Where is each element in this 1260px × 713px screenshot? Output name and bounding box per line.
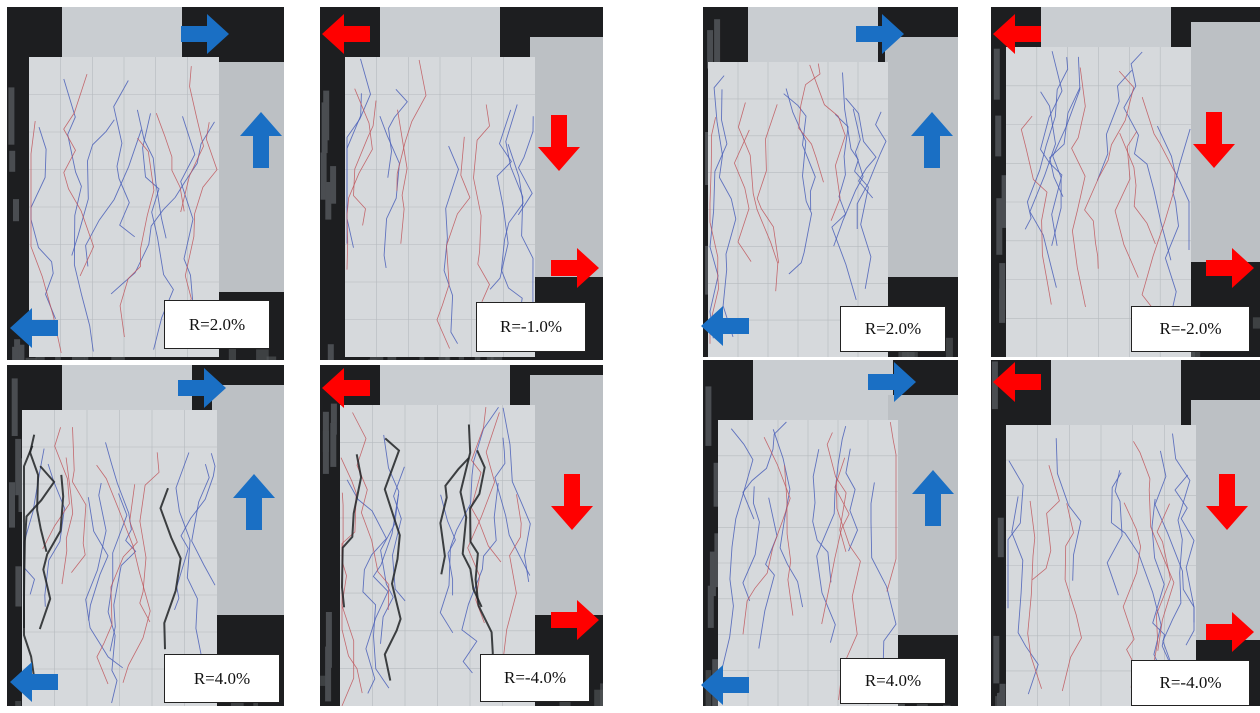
blue-left-arrow-icon [701, 306, 749, 346]
blue-left-arrow-icon [10, 308, 58, 348]
specimen-b-photo-2 [991, 7, 1260, 357]
photo-scene [7, 365, 284, 706]
photo-scene [703, 360, 958, 706]
drift-label: R=4.0% [164, 654, 280, 703]
blue-up-arrow-icon [912, 470, 954, 526]
red-down-arrow-icon [1193, 112, 1235, 168]
red-down-arrow-icon [1206, 474, 1248, 530]
drift-label: R=2.0% [840, 306, 946, 352]
blue-left-arrow-icon [701, 665, 749, 705]
photo-scene [991, 360, 1260, 706]
blue-up-arrow-icon [233, 474, 275, 530]
red-right-arrow-icon [551, 248, 599, 288]
specimen-a-photo-3 [7, 365, 284, 706]
red-right-arrow-icon [551, 600, 599, 640]
drift-label: R=4.0% [840, 658, 946, 704]
specimen-a-photo-2 [320, 7, 603, 360]
photo-scene [991, 7, 1260, 357]
photo-scene [320, 7, 603, 360]
photo-scene [703, 7, 958, 357]
drift-label: R=-4.0% [1131, 660, 1250, 706]
blue-right-arrow-icon [178, 368, 226, 408]
blue-up-arrow-icon [240, 112, 282, 168]
red-left-arrow-icon [322, 14, 370, 54]
specimen-a-photo-4 [320, 365, 603, 706]
specimen-b-photo-3 [703, 360, 958, 706]
drift-label: R=-2.0% [1131, 306, 1250, 352]
blue-up-arrow-icon [911, 112, 953, 168]
red-left-arrow-icon [322, 368, 370, 408]
blue-right-arrow-icon [181, 14, 229, 54]
drift-label: R=-4.0% [480, 654, 590, 702]
blue-left-arrow-icon [10, 662, 58, 702]
blue-right-arrow-icon [856, 14, 904, 54]
red-right-arrow-icon [1206, 612, 1254, 652]
specimen-a-photo-1 [7, 7, 284, 360]
red-right-arrow-icon [1206, 248, 1254, 288]
specimen-b-photo-4 [991, 360, 1260, 706]
red-down-arrow-icon [538, 115, 580, 171]
red-left-arrow-icon [993, 362, 1041, 402]
red-down-arrow-icon [551, 474, 593, 530]
drift-label: R=-1.0% [476, 302, 586, 352]
specimen-b-photo-1 [703, 7, 958, 357]
red-left-arrow-icon [993, 14, 1041, 54]
blue-right-arrow-icon [868, 362, 916, 402]
photo-scene [7, 7, 284, 360]
drift-label: R=2.0% [164, 300, 270, 349]
